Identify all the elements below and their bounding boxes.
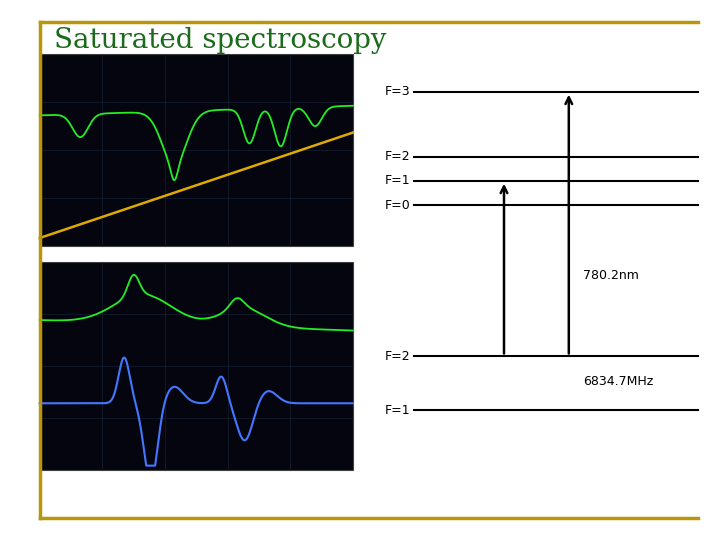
FancyBboxPatch shape [40,262,353,470]
Text: F=3: F=3 [384,85,410,98]
Text: Saturated spectroscopy: Saturated spectroscopy [54,27,387,54]
FancyBboxPatch shape [40,54,353,246]
Text: F=0: F=0 [384,199,410,212]
Text: F=2: F=2 [384,150,410,163]
Text: F=2: F=2 [384,350,410,363]
Text: F=1: F=1 [384,174,410,187]
Text: 780.2nm: 780.2nm [583,269,639,282]
Text: 6834.7MHz: 6834.7MHz [583,375,654,388]
Text: F=1: F=1 [384,404,410,417]
